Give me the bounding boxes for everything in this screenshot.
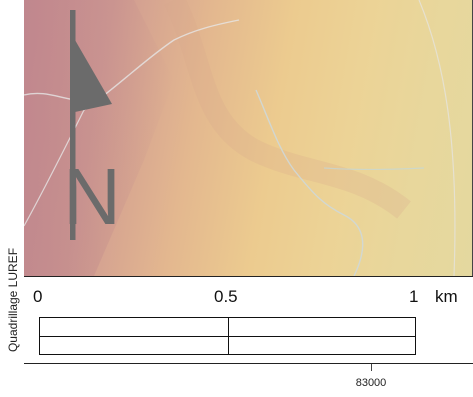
path-line [418,0,456,276]
stream-line [255,89,364,276]
scale-bar-divider-vertical [228,318,229,354]
path-line [83,19,240,111]
grid-coordinate-label: 83000 [355,377,387,389]
grid-system-label: Quadrillage LUREF [6,247,20,353]
map-view[interactable]: N [24,0,473,276]
ridge-shading [164,0,411,219]
scale-bar-graphic [39,317,416,355]
north-letter: N [68,152,118,241]
scale-unit: km [435,287,458,306]
scale-label-end: 1 [409,287,419,306]
north-arrow-icon: N [68,10,118,241]
scale-bar: 0 0.5 1 km [24,276,473,364]
scale-label-start: 0 [33,287,43,306]
terrain-layer [24,0,456,276]
grid-tick-mark [371,364,372,371]
path-line [24,109,85,227]
scale-bar-divider-horizontal [40,336,415,337]
water-line [323,167,425,171]
scale-label-mid: 0.5 [214,287,238,306]
